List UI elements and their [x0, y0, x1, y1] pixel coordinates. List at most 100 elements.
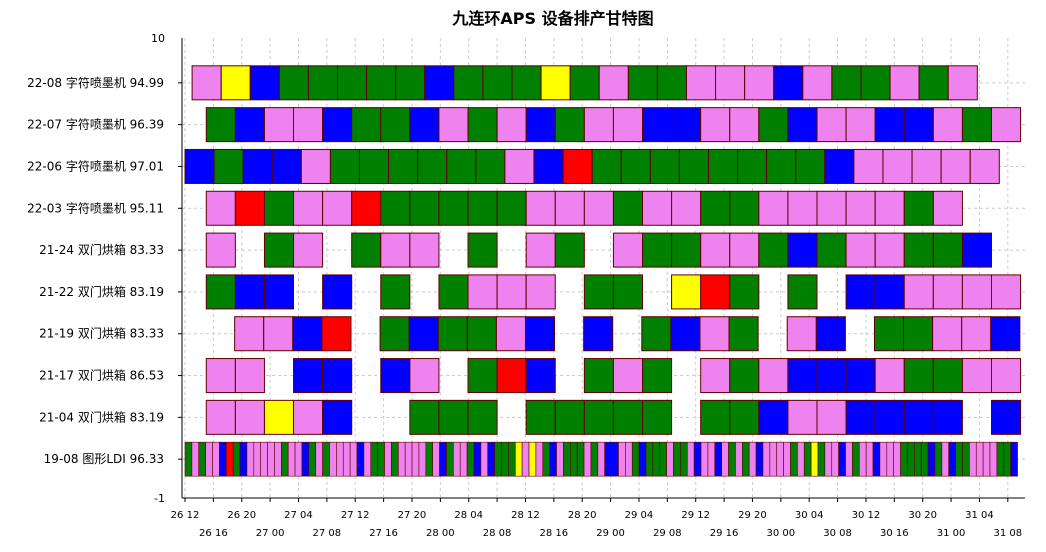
x-tick-label: 30 16 — [880, 528, 909, 539]
task-bar — [397, 441, 406, 477]
task-bar — [831, 65, 862, 101]
task-bar — [787, 232, 818, 268]
task-bar — [797, 441, 805, 477]
task-bar — [322, 190, 353, 226]
task-bar — [790, 441, 798, 477]
task-bar — [234, 399, 265, 435]
task-bar — [576, 441, 585, 477]
task-bar — [591, 148, 622, 184]
task-bar — [803, 441, 812, 477]
task-bar — [671, 107, 702, 143]
x-tick-label: 28 16 — [540, 528, 569, 539]
row-labels: 22-08 字符喷墨机 94.99 22-07 字符喷墨机 96.39 22-06 … — [27, 75, 164, 466]
task-bar — [437, 316, 468, 352]
task-bar — [475, 148, 506, 184]
task-bar — [293, 232, 324, 268]
task-bar — [562, 148, 593, 184]
task-bar — [281, 441, 289, 477]
task-bar — [293, 107, 324, 143]
task-bar — [845, 107, 876, 143]
task-bar — [409, 358, 440, 394]
task-bar — [962, 441, 970, 477]
task-bar — [620, 148, 651, 184]
task-bar — [729, 274, 760, 310]
task-bar — [569, 441, 578, 477]
task-bar — [900, 441, 908, 477]
task-bar — [495, 316, 526, 352]
task-bar — [982, 441, 991, 477]
task-bar — [787, 399, 818, 435]
task-bar — [948, 441, 956, 477]
task-bar — [955, 441, 963, 477]
task-bar — [737, 148, 768, 184]
task-bar — [432, 441, 440, 477]
task-bar — [366, 65, 397, 101]
task-bar — [408, 316, 439, 352]
task-bar — [932, 274, 963, 310]
task-bar — [554, 190, 585, 226]
task-bar — [728, 441, 736, 477]
task-bar — [824, 441, 833, 477]
task-bar — [234, 316, 265, 352]
task-bar — [459, 441, 468, 477]
task-bar — [321, 316, 352, 352]
task-bar — [583, 441, 592, 477]
task-bar — [293, 358, 324, 394]
task-bar — [501, 441, 509, 477]
task-bar — [776, 441, 784, 477]
task-bar — [686, 441, 695, 477]
task-bar — [787, 190, 818, 226]
task-bar — [467, 232, 498, 268]
task-bar — [242, 148, 273, 184]
task-bar — [874, 399, 905, 435]
task-bar — [329, 441, 337, 477]
x-tick-label: 30 04 — [795, 510, 824, 521]
task-bar — [671, 190, 702, 226]
task-bar — [991, 274, 1022, 310]
task-bar — [380, 232, 411, 268]
x-tick-label: 27 08 — [313, 528, 342, 539]
task-bar — [466, 316, 497, 352]
task-bar — [816, 358, 847, 394]
task-bar — [409, 232, 440, 268]
task-bar — [715, 65, 746, 101]
task-bar — [351, 232, 382, 268]
x-tick-label: 26 20 — [227, 510, 256, 521]
task-bar — [918, 65, 949, 101]
task-bar — [542, 441, 550, 477]
task-bar — [874, 107, 905, 143]
task-bar — [337, 65, 368, 101]
task-bar — [700, 107, 731, 143]
task-bar — [205, 358, 236, 394]
task-bar — [642, 107, 673, 143]
task-bar — [263, 190, 295, 226]
task-bar — [308, 441, 317, 477]
task-bar — [425, 441, 433, 477]
task-bar — [932, 358, 963, 394]
task-bar — [673, 441, 681, 477]
x-tick-label: 27 16 — [369, 528, 398, 539]
task-bar — [549, 441, 557, 477]
task-bar — [480, 441, 489, 477]
row-label: 21-24 双门烘箱 83.33 — [39, 242, 164, 257]
task-bar — [417, 148, 448, 184]
task-bar — [817, 441, 826, 477]
task-bar — [961, 274, 992, 310]
task-bar — [947, 65, 978, 101]
task-bar — [496, 190, 527, 226]
chart-title: 九连环APS 设备排产甘特图 — [451, 9, 653, 28]
x-tick-label: 27 00 — [256, 528, 285, 539]
task-bar — [511, 65, 542, 101]
task-bar — [969, 148, 1000, 184]
task-bar — [583, 399, 614, 435]
row-label: 22-07 字符喷墨机 96.39 — [27, 117, 164, 132]
task-bar — [554, 107, 585, 143]
task-bar — [212, 441, 220, 477]
task-bar — [234, 358, 265, 394]
task-bar — [860, 65, 891, 101]
x-tick-label: 28 00 — [426, 528, 455, 539]
x-tick-label: 26 16 — [199, 528, 228, 539]
task-bar — [758, 358, 789, 394]
x-tick-label: 27 04 — [284, 510, 313, 521]
